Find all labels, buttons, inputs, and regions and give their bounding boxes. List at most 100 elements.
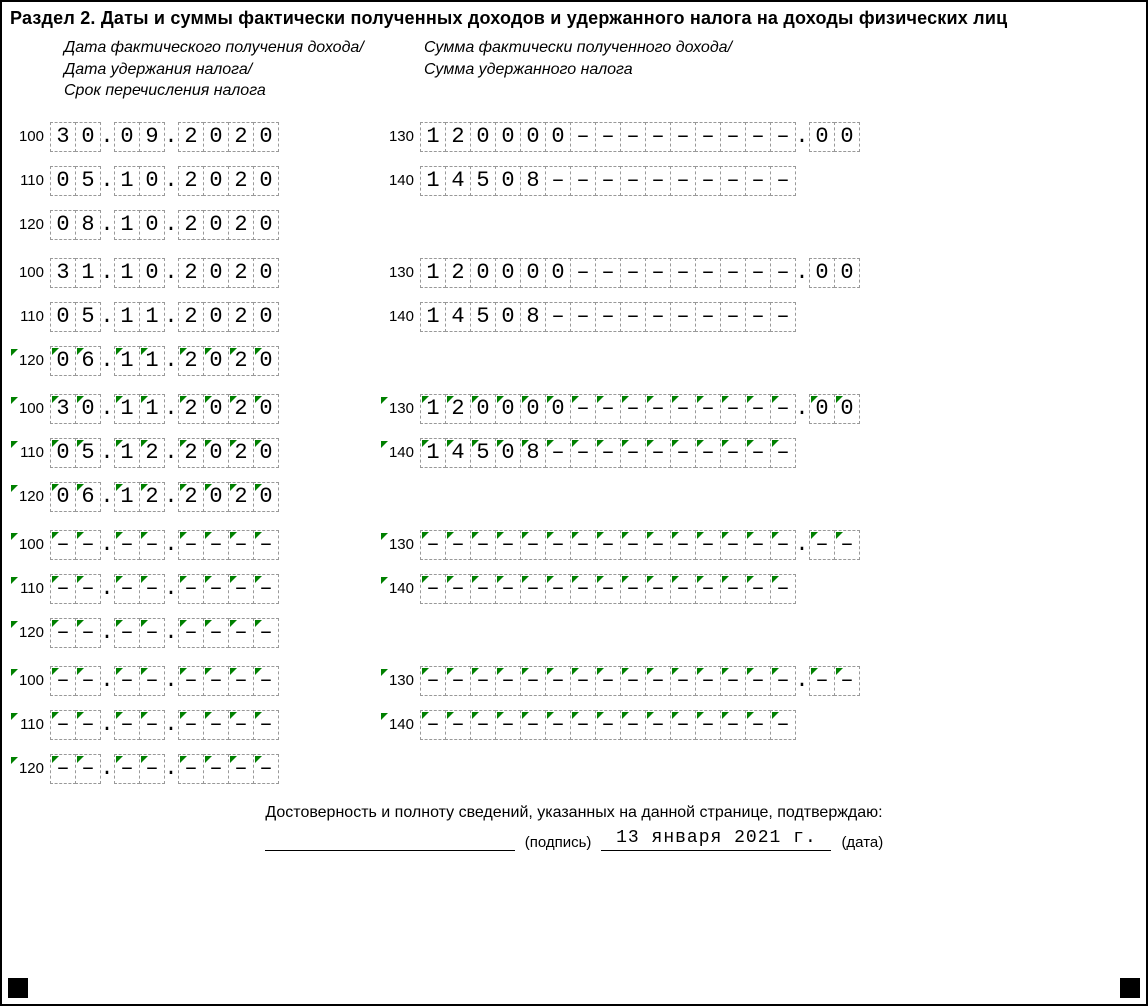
form-cell[interactable]: 0 bbox=[470, 258, 496, 288]
form-cell[interactable]: – bbox=[595, 438, 621, 468]
form-cell[interactable]: – bbox=[695, 122, 721, 152]
form-cell[interactable]: 8 bbox=[520, 302, 546, 332]
form-cell[interactable]: – bbox=[670, 710, 696, 740]
signature-line[interactable] bbox=[265, 831, 515, 851]
form-cell[interactable]: 5 bbox=[75, 166, 101, 196]
form-cell[interactable]: 0 bbox=[545, 394, 571, 424]
form-cell[interactable]: – bbox=[745, 574, 771, 604]
form-cell[interactable]: – bbox=[228, 574, 254, 604]
form-cell[interactable]: 5 bbox=[470, 438, 496, 468]
form-cell[interactable]: – bbox=[50, 574, 76, 604]
form-cell[interactable]: 2 bbox=[178, 482, 204, 512]
form-cell[interactable]: – bbox=[203, 754, 229, 784]
form-cell[interactable]: – bbox=[645, 666, 671, 696]
form-cell[interactable]: 0 bbox=[203, 394, 229, 424]
form-cell[interactable]: 4 bbox=[445, 166, 471, 196]
form-cell[interactable]: – bbox=[570, 302, 596, 332]
form-cell[interactable]: – bbox=[520, 710, 546, 740]
form-cell[interactable]: 0 bbox=[203, 482, 229, 512]
form-cell[interactable]: – bbox=[670, 394, 696, 424]
form-cell[interactable]: – bbox=[178, 574, 204, 604]
form-cell[interactable]: – bbox=[645, 574, 671, 604]
form-cell[interactable]: 2 bbox=[445, 258, 471, 288]
form-cell[interactable]: 0 bbox=[809, 394, 835, 424]
form-cell[interactable]: – bbox=[645, 122, 671, 152]
form-cell[interactable]: 1 bbox=[114, 210, 140, 240]
form-cell[interactable]: 2 bbox=[139, 482, 165, 512]
form-cell[interactable]: – bbox=[570, 122, 596, 152]
form-cell[interactable]: 0 bbox=[50, 346, 76, 376]
form-cell[interactable]: 0 bbox=[203, 346, 229, 376]
form-cell[interactable]: 4 bbox=[445, 302, 471, 332]
form-cell[interactable]: – bbox=[253, 754, 279, 784]
form-cell[interactable]: – bbox=[770, 122, 796, 152]
form-cell[interactable]: 0 bbox=[520, 122, 546, 152]
form-cell[interactable]: – bbox=[114, 666, 140, 696]
form-cell[interactable]: 2 bbox=[228, 438, 254, 468]
form-cell[interactable]: – bbox=[695, 710, 721, 740]
form-cell[interactable]: – bbox=[770, 302, 796, 332]
form-cell[interactable]: 1 bbox=[114, 394, 140, 424]
form-cell[interactable]: – bbox=[720, 666, 746, 696]
form-cell[interactable]: 1 bbox=[75, 258, 101, 288]
form-cell[interactable]: 0 bbox=[520, 258, 546, 288]
form-cell[interactable]: 0 bbox=[495, 166, 521, 196]
form-cell[interactable]: – bbox=[695, 258, 721, 288]
form-cell[interactable]: 0 bbox=[253, 394, 279, 424]
form-cell[interactable]: – bbox=[770, 530, 796, 560]
form-cell[interactable]: – bbox=[745, 530, 771, 560]
form-cell[interactable]: – bbox=[203, 666, 229, 696]
form-cell[interactable]: – bbox=[470, 530, 496, 560]
form-cell[interactable]: – bbox=[50, 710, 76, 740]
form-cell[interactable]: 5 bbox=[75, 302, 101, 332]
form-cell[interactable]: 6 bbox=[75, 482, 101, 512]
form-cell[interactable]: – bbox=[745, 666, 771, 696]
form-cell[interactable]: – bbox=[203, 530, 229, 560]
form-cell[interactable]: 2 bbox=[228, 302, 254, 332]
form-cell[interactable]: 0 bbox=[253, 166, 279, 196]
form-cell[interactable]: – bbox=[445, 574, 471, 604]
form-cell[interactable]: – bbox=[695, 166, 721, 196]
form-cell[interactable]: 0 bbox=[139, 210, 165, 240]
form-cell[interactable]: 0 bbox=[203, 438, 229, 468]
form-cell[interactable]: – bbox=[114, 710, 140, 740]
form-cell[interactable]: – bbox=[570, 258, 596, 288]
form-cell[interactable]: 0 bbox=[495, 438, 521, 468]
form-cell[interactable]: 2 bbox=[178, 438, 204, 468]
form-cell[interactable]: 0 bbox=[50, 166, 76, 196]
form-cell[interactable]: 0 bbox=[139, 258, 165, 288]
form-cell[interactable]: – bbox=[720, 574, 746, 604]
form-cell[interactable]: – bbox=[620, 710, 646, 740]
form-cell[interactable]: 0 bbox=[495, 302, 521, 332]
form-cell[interactable]: – bbox=[178, 754, 204, 784]
form-cell[interactable]: – bbox=[420, 710, 446, 740]
form-cell[interactable]: 2 bbox=[178, 346, 204, 376]
form-cell[interactable]: – bbox=[670, 438, 696, 468]
form-cell[interactable]: – bbox=[720, 258, 746, 288]
form-cell[interactable]: – bbox=[420, 574, 446, 604]
form-cell[interactable]: – bbox=[745, 438, 771, 468]
form-cell[interactable]: – bbox=[695, 394, 721, 424]
form-cell[interactable]: 0 bbox=[203, 258, 229, 288]
form-cell[interactable]: – bbox=[75, 710, 101, 740]
form-cell[interactable]: – bbox=[520, 574, 546, 604]
form-cell[interactable]: – bbox=[470, 666, 496, 696]
form-cell[interactable]: 5 bbox=[470, 166, 496, 196]
form-cell[interactable]: – bbox=[570, 438, 596, 468]
form-cell[interactable]: 2 bbox=[178, 122, 204, 152]
form-cell[interactable]: – bbox=[595, 710, 621, 740]
form-cell[interactable]: – bbox=[745, 166, 771, 196]
form-cell[interactable]: – bbox=[620, 122, 646, 152]
form-cell[interactable]: 0 bbox=[75, 394, 101, 424]
form-cell[interactable]: 0 bbox=[203, 166, 229, 196]
form-cell[interactable]: 1 bbox=[420, 166, 446, 196]
form-cell[interactable]: – bbox=[595, 166, 621, 196]
form-cell[interactable]: 1 bbox=[114, 166, 140, 196]
form-cell[interactable]: – bbox=[178, 666, 204, 696]
form-cell[interactable]: – bbox=[228, 530, 254, 560]
form-cell[interactable]: – bbox=[75, 666, 101, 696]
form-cell[interactable]: – bbox=[253, 530, 279, 560]
form-cell[interactable]: – bbox=[809, 530, 835, 560]
form-cell[interactable]: – bbox=[228, 710, 254, 740]
form-cell[interactable]: – bbox=[670, 166, 696, 196]
